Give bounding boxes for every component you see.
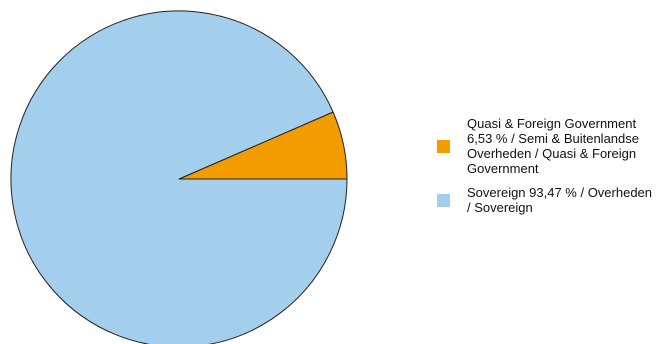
- legend-swatch-sovereign: [437, 193, 450, 207]
- legend-item-sovereign: Sovereign 93,47 % / Overheden / Sovereig…: [437, 185, 652, 215]
- legend-label-quasi-foreign-government: Quasi & Foreign Government 6,53 % / Semi…: [467, 116, 639, 176]
- pie-slices: [10, 10, 348, 344]
- legend-swatch-quasi-foreign-government: [437, 139, 450, 153]
- legend-item-quasi-foreign-government: Quasi & Foreign Government 6,53 % / Semi…: [437, 116, 652, 176]
- legend-label-sovereign: Sovereign 93,47 % / Overheden / Sovereig…: [467, 185, 653, 215]
- legend: Quasi & Foreign Government 6,53 % / Semi…: [437, 116, 652, 224]
- pie-slice-sovereign: [10, 10, 348, 344]
